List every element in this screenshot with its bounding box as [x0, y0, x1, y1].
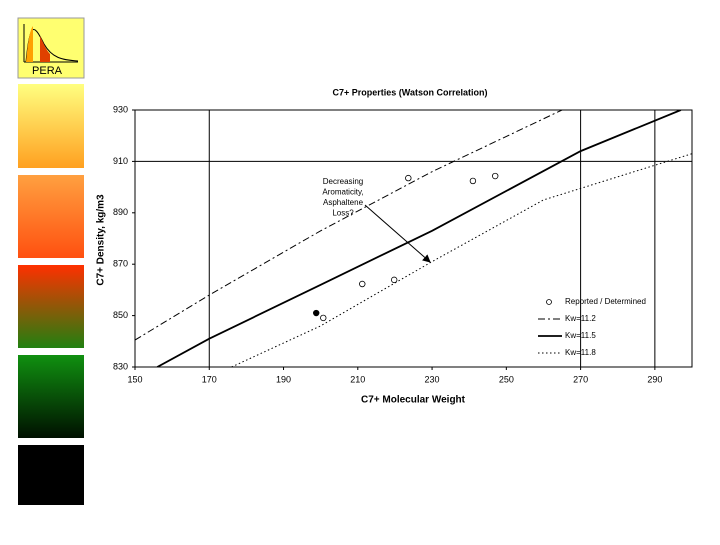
x-tick-label: 250	[499, 374, 514, 384]
x-tick-label: 150	[127, 374, 142, 384]
legend-symbol	[546, 299, 552, 305]
data-point	[491, 172, 499, 180]
y-tick-label: 850	[113, 310, 128, 320]
annotation: Asphaltene	[323, 198, 364, 207]
data-point	[320, 314, 327, 322]
x-tick-label: 190	[276, 374, 291, 384]
legend-label: Kw=11.8	[565, 348, 596, 357]
color-block	[18, 84, 84, 168]
data-point	[469, 177, 477, 185]
chart-title: C7+ Properties (Watson Correlation)	[333, 87, 488, 97]
annotation-arrow	[364, 204, 431, 263]
y-tick-label: 830	[113, 361, 128, 371]
color-block	[18, 355, 84, 438]
y-tick-label: 910	[113, 156, 128, 166]
color-block	[18, 175, 84, 258]
color-block	[18, 445, 84, 505]
data-point	[313, 309, 320, 317]
legend-label: Reported / Determined	[565, 297, 646, 306]
legend-label: Kw=11.2	[565, 314, 596, 323]
plot-frame	[134, 109, 693, 368]
x-tick-label: 210	[350, 374, 365, 384]
logo-text: PERA	[32, 65, 63, 77]
y-tick-label: 870	[113, 259, 128, 269]
y-tick-label: 890	[113, 207, 128, 217]
logo-fill	[26, 26, 33, 62]
x-tick-label: 230	[425, 374, 440, 384]
annotation: Aromaticity,	[322, 188, 363, 197]
logo-fill	[40, 36, 50, 62]
x-tick-label: 270	[573, 374, 588, 384]
y-axis-label: C7+ Density, kg/m3	[96, 194, 107, 286]
color-block	[18, 265, 84, 348]
x-tick-label: 170	[202, 374, 217, 384]
data-point	[359, 280, 366, 288]
legend-label: Kw=11.5	[565, 331, 596, 340]
data-point	[390, 276, 398, 284]
x-axis-label: C7+ Molecular Weight	[361, 395, 466, 406]
data-point	[405, 174, 412, 182]
annotation: Loss?	[332, 209, 354, 218]
series-line	[231, 153, 692, 367]
annotation: Decreasing	[323, 177, 363, 186]
x-tick-label: 290	[647, 374, 662, 384]
series-line	[135, 110, 563, 341]
y-tick-label: 930	[113, 104, 128, 114]
series-line	[156, 110, 682, 367]
